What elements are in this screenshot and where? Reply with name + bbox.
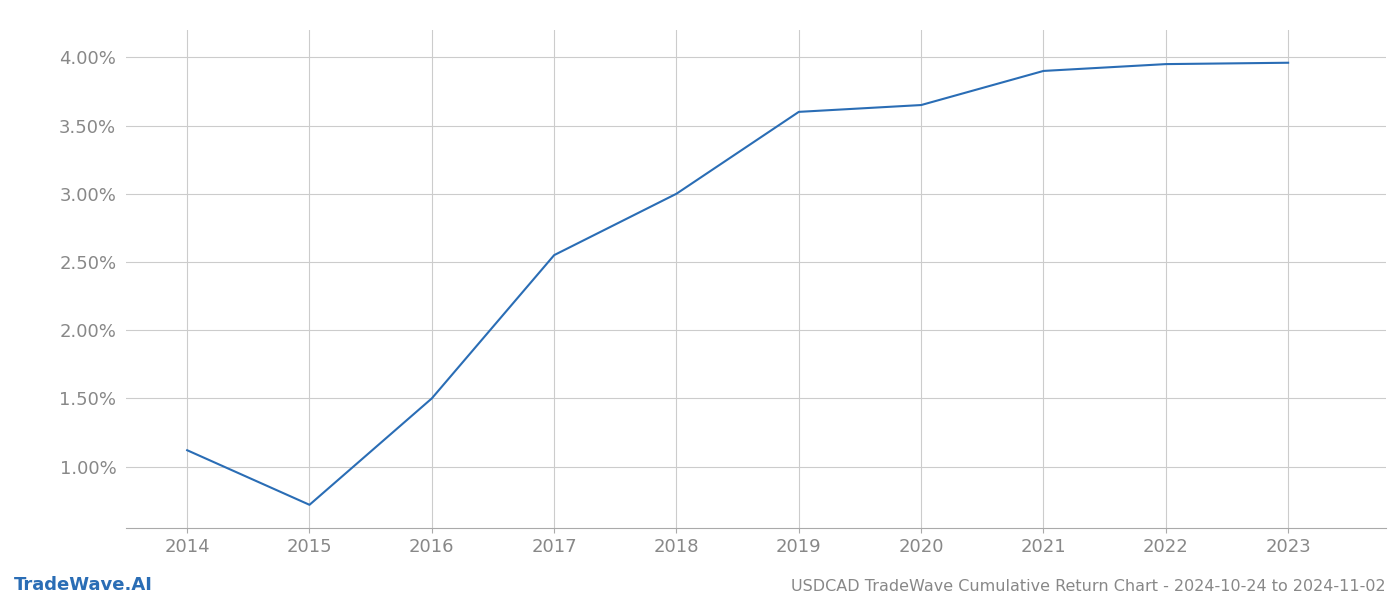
Text: TradeWave.AI: TradeWave.AI [14, 576, 153, 594]
Text: USDCAD TradeWave Cumulative Return Chart - 2024-10-24 to 2024-11-02: USDCAD TradeWave Cumulative Return Chart… [791, 579, 1386, 594]
